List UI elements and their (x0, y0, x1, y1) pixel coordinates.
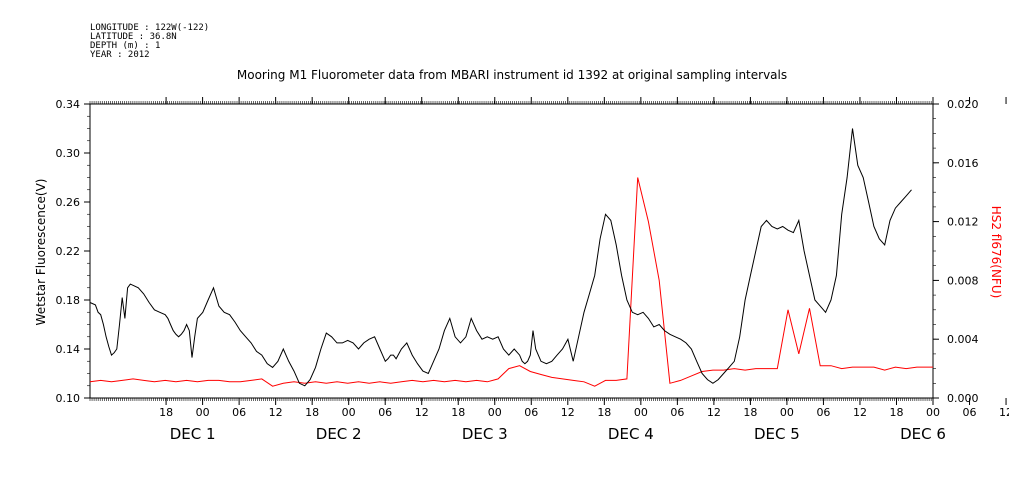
y-tick-label: 0.18 (56, 294, 81, 307)
x-hour-label: 18 (451, 406, 465, 419)
x-hour-label: 18 (743, 406, 757, 419)
hs2-series (89, 177, 933, 387)
x-hour-label: 12 (269, 406, 283, 419)
y-tick-label: 0.34 (56, 98, 81, 111)
y2-tick-label: 0.004 (947, 333, 979, 346)
y-tick-label: 0.22 (56, 245, 81, 258)
x-hour-label: 18 (889, 406, 903, 419)
meta-line-latitude: LATITUDE : 36.8N (90, 32, 177, 42)
x-hour-label: 00 (488, 406, 502, 419)
y-tick-label: 0.26 (56, 196, 81, 209)
y2-tick-label: 0.008 (947, 274, 979, 287)
hs2-line (89, 177, 933, 387)
y-tick-label: 0.30 (56, 147, 81, 160)
wetstar-line (89, 128, 912, 387)
left-axis-tick-labels: 0.10 0.14 0.18 0.22 0.26 0.30 0.34 (56, 98, 81, 405)
meta-line-depth: DEPTH (m) : 1 (90, 41, 160, 51)
x-day-label: DEC 6 (900, 425, 946, 443)
meta-block: LONGITUDE : 122W(-122) LATITUDE : 36.8N … (90, 23, 209, 60)
x-hour-label: 06 (524, 406, 538, 419)
y2-tick-label: 0.000 (947, 392, 979, 405)
wetstar-series (89, 128, 912, 387)
x-day-label: DEC 5 (754, 425, 800, 443)
x-hour-label: 12 (707, 406, 721, 419)
x-hour-label: 00 (634, 406, 648, 419)
x-day-label: DEC 3 (462, 425, 508, 443)
meta-line-year: YEAR : 2012 (90, 50, 150, 60)
right-axis-tick-labels: 0.000 0.004 0.008 0.012 0.016 0.020 (947, 98, 979, 405)
y2-tick-label: 0.012 (947, 216, 979, 229)
x-hour-label: 00 (780, 406, 794, 419)
x-hour-label: 00 (196, 406, 210, 419)
y2-axis-label: HS2 fl676(NFU) (989, 206, 1003, 299)
x-day-label: DEC 1 (170, 425, 216, 443)
x-hour-label: 18 (305, 406, 319, 419)
x-hour-label: 06 (378, 406, 392, 419)
y-axis-label: Wetstar Fluorescence(V) (34, 179, 48, 326)
y2-tick-label: 0.016 (947, 157, 979, 170)
x-hour-label: 12 (415, 406, 429, 419)
x-hour-label: 06 (963, 406, 977, 419)
x-hour-label: 12 (853, 406, 867, 419)
x-hour-label: 06 (232, 406, 246, 419)
meta-line-longitude: LONGITUDE : 122W(-122) (90, 23, 209, 33)
x-hour-label: 18 (159, 406, 173, 419)
x-day-label: DEC 4 (608, 425, 654, 443)
plot-frame (89, 103, 934, 399)
x-hour-label: 00 (926, 406, 940, 419)
chart-title: Mooring M1 Fluorometer data from MBARI i… (237, 68, 787, 82)
y2-tick-label: 0.020 (947, 98, 979, 111)
axis-ticks (84, 97, 1007, 405)
x-hour-label: 12 (999, 406, 1009, 419)
x-day-label: DEC 2 (316, 425, 362, 443)
x-hour-tick-labels: 18 00 06 12 18 00 06 12 18 00 06 12 18 00 06 12 18 00 06 12… (159, 406, 1009, 419)
x-hour-label: 06 (816, 406, 830, 419)
x-hour-label: 00 (342, 406, 356, 419)
y-tick-label: 0.14 (56, 343, 81, 356)
x-hour-label: 18 (597, 406, 611, 419)
y-tick-label: 0.10 (56, 392, 81, 405)
x-hour-label: 06 (670, 406, 684, 419)
x-hour-label: 12 (561, 406, 575, 419)
